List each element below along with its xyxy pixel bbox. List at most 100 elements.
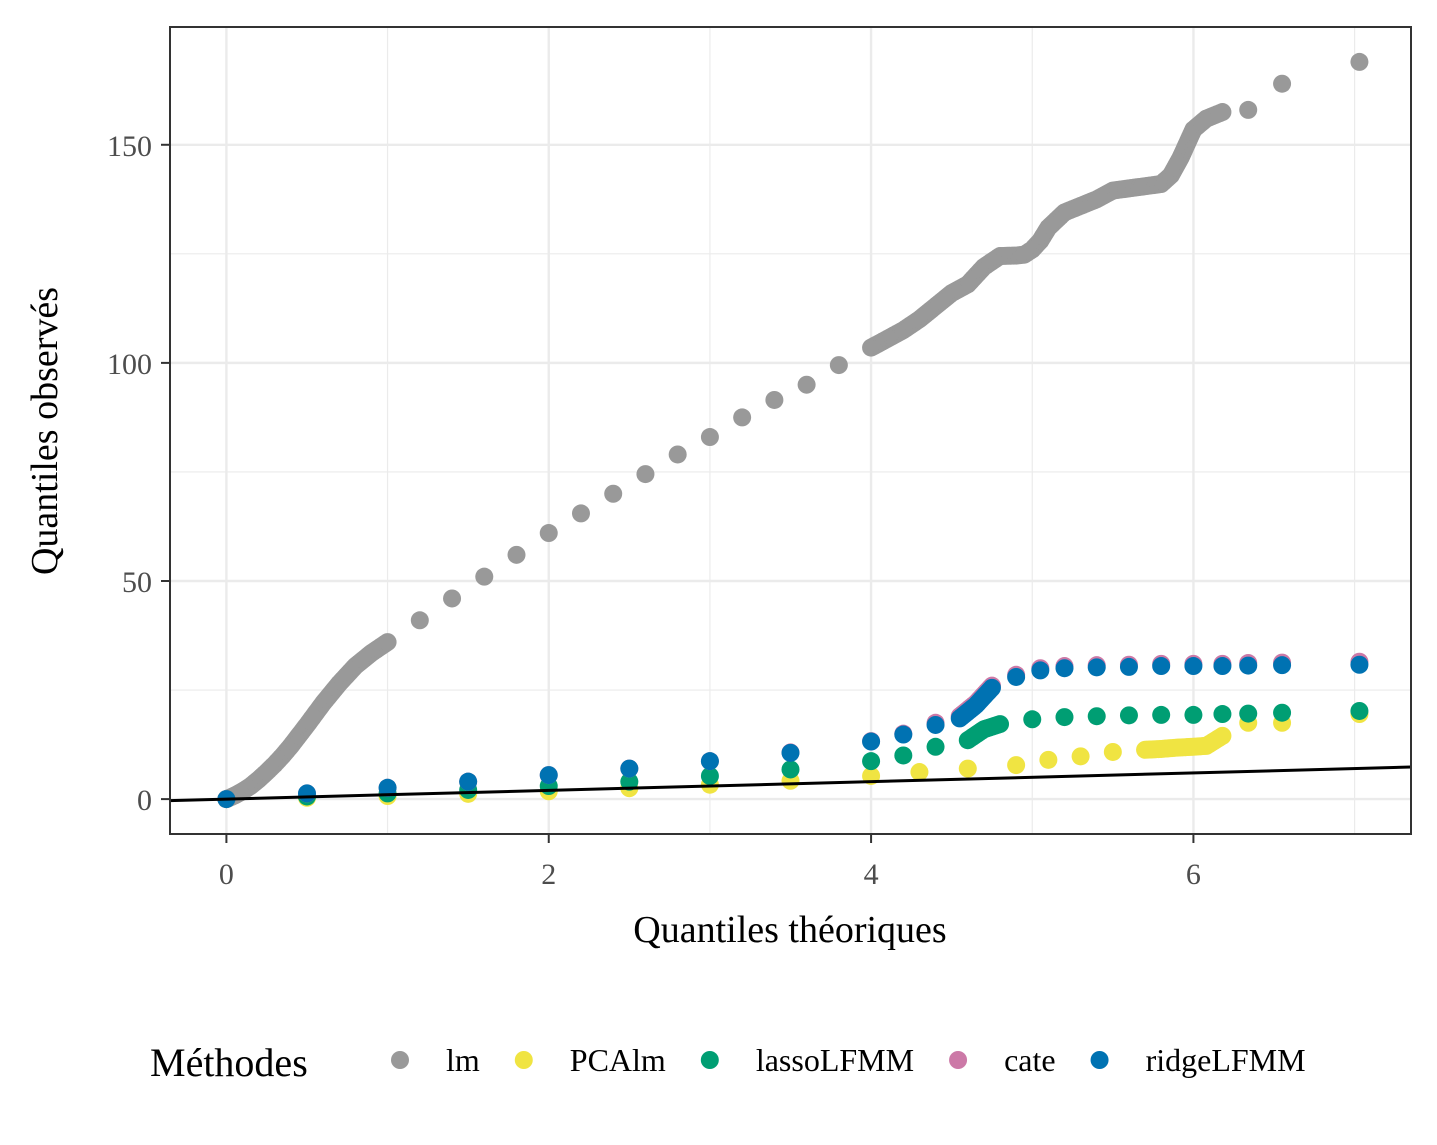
axis-ticks: 0 2 4 6 0 50 100 150 xyxy=(107,130,1201,891)
y-tick-label: 0 xyxy=(137,784,152,817)
data-point xyxy=(1273,74,1292,93)
data-point xyxy=(378,633,397,652)
data-point xyxy=(1087,658,1106,677)
data-point xyxy=(700,752,719,771)
legend-key-lm xyxy=(391,1051,409,1069)
legend-items: lm PCAlm lassoLFMM cate ridgeLFMM xyxy=(391,1042,1306,1078)
legend-key-PCAlm xyxy=(514,1051,533,1069)
data-point xyxy=(1087,707,1106,726)
data-point xyxy=(571,504,590,523)
legend-label-lm: lm xyxy=(446,1042,480,1078)
x-tick-label: 2 xyxy=(541,858,556,891)
data-point xyxy=(700,766,719,785)
data-point xyxy=(1119,706,1138,725)
data-point xyxy=(1239,704,1258,723)
data-point xyxy=(894,746,913,765)
data-point xyxy=(378,778,397,797)
y-tick-label: 50 xyxy=(122,566,152,599)
data-point xyxy=(926,715,945,734)
minor-gridlines xyxy=(170,27,1411,834)
data-point xyxy=(1239,656,1258,675)
data-point xyxy=(797,375,816,394)
data-point xyxy=(539,766,558,785)
legend-title: Méthodes xyxy=(150,1040,308,1085)
legend-item-lassoLFMM: lassoLFMM xyxy=(700,1042,914,1078)
data-point xyxy=(620,772,639,791)
data-point xyxy=(1273,703,1292,722)
data-point xyxy=(443,589,462,608)
data-point xyxy=(991,715,1010,734)
data-point xyxy=(1007,756,1026,775)
data-point xyxy=(1273,656,1292,675)
data-point xyxy=(1213,705,1232,724)
data-point xyxy=(862,752,881,771)
legend-key-cate xyxy=(949,1051,968,1069)
legend-key-ridgeLFMM xyxy=(1090,1051,1109,1069)
data-point xyxy=(1103,742,1122,761)
legend-item-ridgeLFMM: ridgeLFMM xyxy=(1090,1042,1306,1078)
data-point xyxy=(733,408,752,427)
data-point xyxy=(910,763,929,782)
reference-line xyxy=(169,765,1412,803)
data-point xyxy=(781,760,800,779)
series-ridgeLFMM xyxy=(217,655,1369,809)
data-point xyxy=(1184,657,1203,676)
legend-label-cate: cate xyxy=(1004,1042,1056,1078)
legend-label-ridgeLFMM: ridgeLFMM xyxy=(1146,1042,1306,1078)
legend-key-lassoLFMM xyxy=(700,1051,719,1069)
data-point xyxy=(668,445,687,464)
data-point xyxy=(781,743,800,762)
data-point xyxy=(1350,52,1369,71)
data-point xyxy=(862,732,881,751)
legend: Méthodes lm PCAlm lassoLFMM cate ridgeLFMM xyxy=(150,1040,1306,1085)
major-gridlines xyxy=(170,27,1411,834)
data-point xyxy=(958,759,977,778)
data-point xyxy=(982,678,1001,697)
data-point xyxy=(1213,726,1232,745)
x-tick-label: 0 xyxy=(219,858,234,891)
x-tick-label: 4 xyxy=(864,858,879,891)
data-point xyxy=(1023,710,1042,729)
legend-item-cate: cate xyxy=(949,1042,1056,1078)
data-point xyxy=(765,390,784,409)
data-point xyxy=(1350,701,1369,720)
legend-label-lassoLFMM: lassoLFMM xyxy=(756,1042,914,1078)
panel-border xyxy=(169,26,1412,835)
data-point xyxy=(620,759,639,778)
data-point xyxy=(1213,657,1232,676)
y-tick-label: 100 xyxy=(107,348,152,381)
data-point xyxy=(1152,657,1171,676)
x-axis-title: Quantiles théoriques xyxy=(633,909,946,951)
data-point xyxy=(1119,657,1138,676)
data-point xyxy=(1007,667,1026,686)
data-point xyxy=(459,772,478,791)
data-point xyxy=(539,524,558,543)
legend-item-lm: lm xyxy=(391,1042,480,1078)
data-point xyxy=(1055,659,1074,678)
data-point xyxy=(410,611,429,630)
reference-line-group xyxy=(169,765,1412,803)
y-tick-label: 150 xyxy=(107,130,152,163)
legend-item-PCAlm: PCAlm xyxy=(514,1042,666,1078)
x-tick-label: 6 xyxy=(1186,858,1201,891)
data-point xyxy=(1071,747,1090,766)
data-point xyxy=(636,465,655,484)
data-point xyxy=(1039,750,1058,769)
data-point xyxy=(1055,708,1074,727)
data-point xyxy=(926,737,945,756)
data-point xyxy=(829,356,848,375)
data-point xyxy=(1184,705,1203,724)
y-axis-title: Quantiles observés xyxy=(24,287,66,575)
data-point xyxy=(1031,661,1050,680)
series-PCAlm xyxy=(217,705,1369,809)
data-point xyxy=(297,784,316,803)
data-point xyxy=(507,545,526,564)
data-point xyxy=(1350,655,1369,674)
data-point xyxy=(1152,705,1171,724)
data-point xyxy=(894,725,913,744)
data-point xyxy=(604,484,623,503)
legend-label-PCAlm: PCAlm xyxy=(570,1042,666,1078)
data-point xyxy=(1213,103,1232,122)
